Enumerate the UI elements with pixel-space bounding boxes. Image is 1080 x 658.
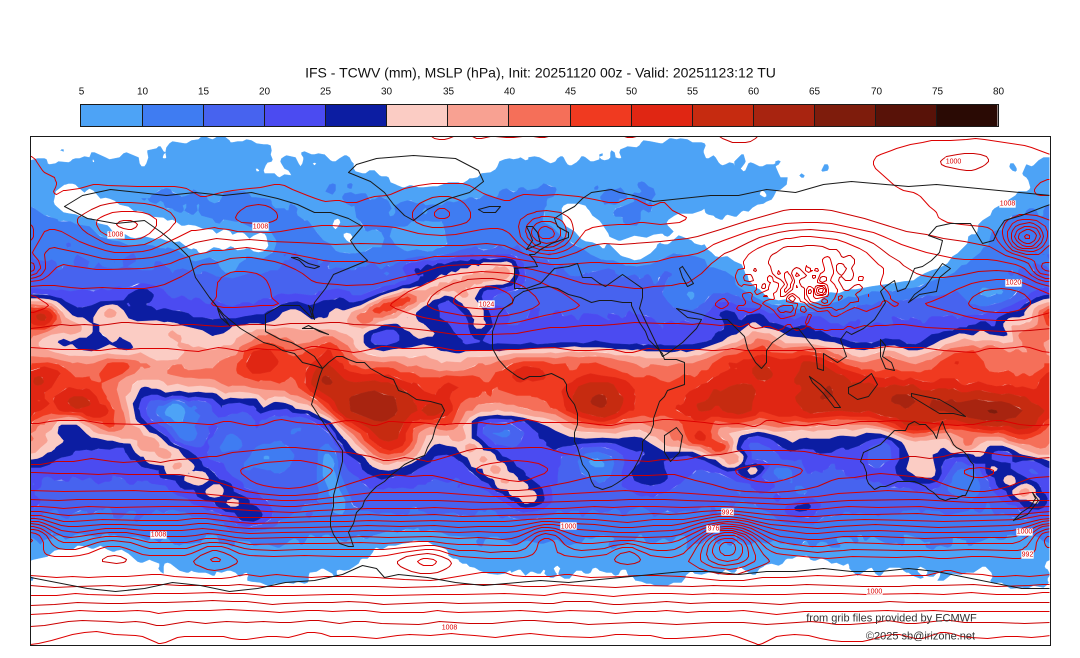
svg-text:©2025 sb@irizone.net: ©2025 sb@irizone.net bbox=[866, 631, 975, 643]
svg-text:40: 40 bbox=[504, 87, 516, 98]
svg-text:1008: 1008 bbox=[1000, 201, 1016, 208]
svg-text:55: 55 bbox=[687, 87, 699, 98]
svg-text:50: 50 bbox=[626, 87, 638, 98]
svg-text:1008: 1008 bbox=[108, 232, 124, 239]
svg-text:10: 10 bbox=[137, 87, 149, 98]
svg-text:1000: 1000 bbox=[561, 524, 577, 531]
svg-text:60: 60 bbox=[748, 87, 760, 98]
svg-text:15: 15 bbox=[198, 87, 210, 98]
svg-text:976: 976 bbox=[708, 526, 720, 533]
svg-text:1008: 1008 bbox=[151, 532, 167, 539]
svg-text:70: 70 bbox=[871, 87, 883, 98]
svg-text:80: 80 bbox=[993, 87, 1005, 98]
svg-text:25: 25 bbox=[320, 87, 332, 98]
svg-text:20: 20 bbox=[259, 87, 271, 98]
svg-text:992: 992 bbox=[722, 510, 734, 517]
svg-text:from grib files provided by EC: from grib files provided by ECMWF bbox=[806, 613, 977, 625]
svg-text:65: 65 bbox=[809, 87, 821, 98]
svg-text:1024: 1024 bbox=[479, 302, 495, 309]
svg-text:1008: 1008 bbox=[253, 224, 269, 231]
svg-text:5: 5 bbox=[79, 87, 85, 98]
svg-text:75: 75 bbox=[932, 87, 944, 98]
svg-text:1000: 1000 bbox=[867, 589, 883, 596]
svg-text:992: 992 bbox=[1022, 552, 1034, 559]
svg-text:45: 45 bbox=[565, 87, 577, 98]
svg-text:1000: 1000 bbox=[946, 159, 962, 166]
svg-text:35: 35 bbox=[443, 87, 455, 98]
svg-text:1020: 1020 bbox=[1006, 280, 1022, 287]
svg-text:1000: 1000 bbox=[1017, 529, 1033, 536]
svg-text:IFS - TCWV (mm), MSLP (hPa), I: IFS - TCWV (mm), MSLP (hPa), Init: 20251… bbox=[305, 65, 776, 81]
svg-text:1008: 1008 bbox=[442, 625, 458, 632]
svg-text:30: 30 bbox=[381, 87, 393, 98]
